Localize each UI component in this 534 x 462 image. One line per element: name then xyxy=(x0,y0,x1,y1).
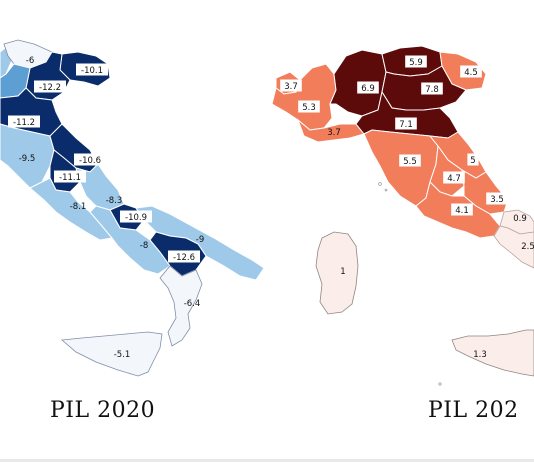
value-label-box xyxy=(451,203,473,216)
value-label-piemonte: 5.3 xyxy=(302,103,316,113)
island-dot xyxy=(438,382,442,386)
value-label-box xyxy=(357,81,379,94)
value-label-puglia: -9 xyxy=(196,235,204,245)
bottom-divider xyxy=(0,459,534,462)
value-label-lazio: -8.1 xyxy=(70,202,87,212)
value-label-sicilia: 1.3 xyxy=(473,350,487,360)
value-label-sicilia: -5.1 xyxy=(114,350,131,360)
value-label-abruzzo: 3.5 xyxy=(490,195,504,205)
value-label-emilia-romagna: 7.1 xyxy=(399,120,413,130)
region-toscana xyxy=(0,123,55,189)
value-label-trentino-alto-adige: 5.9 xyxy=(409,58,423,68)
value-label-sardegna: 1 xyxy=(340,267,345,277)
value-label-box xyxy=(34,80,66,93)
value-label-umbria: -11.1 xyxy=(59,173,81,183)
region-piemonte xyxy=(271,63,337,131)
value-label-box xyxy=(405,55,427,68)
labels-pil-2020: -6 -10.1 -12.2 -11.2 -9.5 -10.6 -11.1 -8.3 -8.1 -… xyxy=(8,56,204,360)
region-calabria xyxy=(159,265,203,347)
value-label-veneto: -12.2 xyxy=(39,83,61,93)
value-label-basilicata: -12.6 xyxy=(173,253,195,263)
value-label-emilia-romagna: -11.2 xyxy=(13,118,35,128)
value-label-friuli-venezia-giulia: 4.5 xyxy=(464,68,478,78)
value-label-campania: -8 xyxy=(140,241,148,251)
region-campania xyxy=(89,205,171,275)
value-label-box xyxy=(280,79,302,92)
value-label-box xyxy=(460,65,482,78)
value-label-box xyxy=(486,192,508,205)
value-label-umbria: 4.7 xyxy=(447,174,461,184)
value-label-liguria: 3.7 xyxy=(327,128,341,138)
value-label-abruzzo: -8.3 xyxy=(106,196,123,206)
region-sicilia-r xyxy=(451,329,534,377)
value-label-lombardia: 6.9 xyxy=(361,84,375,94)
value-label-trentino-alto-adige: -6 xyxy=(26,56,34,66)
value-label-toscana: 5.5 xyxy=(403,157,417,167)
value-label-box xyxy=(421,82,443,95)
value-label-molise: -10.9 xyxy=(125,213,147,223)
value-label-box xyxy=(76,63,108,76)
region-sicilia xyxy=(61,331,163,377)
map-pil-202x xyxy=(271,45,534,386)
value-label-toscana: -9.5 xyxy=(19,154,36,164)
value-label-lazio: 4.1 xyxy=(455,206,469,216)
value-label-box xyxy=(298,100,320,113)
value-label-marche: -10.6 xyxy=(79,156,101,166)
island-dot xyxy=(378,182,382,186)
island-dot xyxy=(384,188,388,192)
value-label-calabria: -6.4 xyxy=(184,299,201,309)
value-label-box xyxy=(443,171,465,184)
value-label-valle-d-aosta: 3.7 xyxy=(284,82,298,92)
value-label-molise: 0.9 xyxy=(513,214,527,224)
value-label-box xyxy=(399,154,421,167)
value-label-box xyxy=(54,170,86,183)
value-label-friuli-venezia-giulia: -10.1 xyxy=(81,66,103,76)
caption-pil-2020: PIL 2020 xyxy=(50,398,156,423)
region-campania-r xyxy=(493,225,534,269)
value-label-box xyxy=(395,117,417,130)
value-label-marche: 5 xyxy=(470,156,475,166)
region-sardegna xyxy=(315,231,359,315)
value-label-campania: 2.5 xyxy=(521,242,534,252)
value-label-box xyxy=(8,115,40,128)
value-label-box xyxy=(74,153,106,166)
value-label-box xyxy=(467,153,479,166)
caption-pil-202x: PIL 202 xyxy=(428,398,519,423)
labels-pil-202x: 3.7 5.3 3.7 6.9 5.9 7.8 4.5 7.1 5.5 5 4.7 4.1 3.5 0.9… xyxy=(280,55,534,360)
value-label-veneto: 7.8 xyxy=(425,85,439,95)
value-label-box xyxy=(168,250,200,263)
value-label-box xyxy=(120,210,152,223)
